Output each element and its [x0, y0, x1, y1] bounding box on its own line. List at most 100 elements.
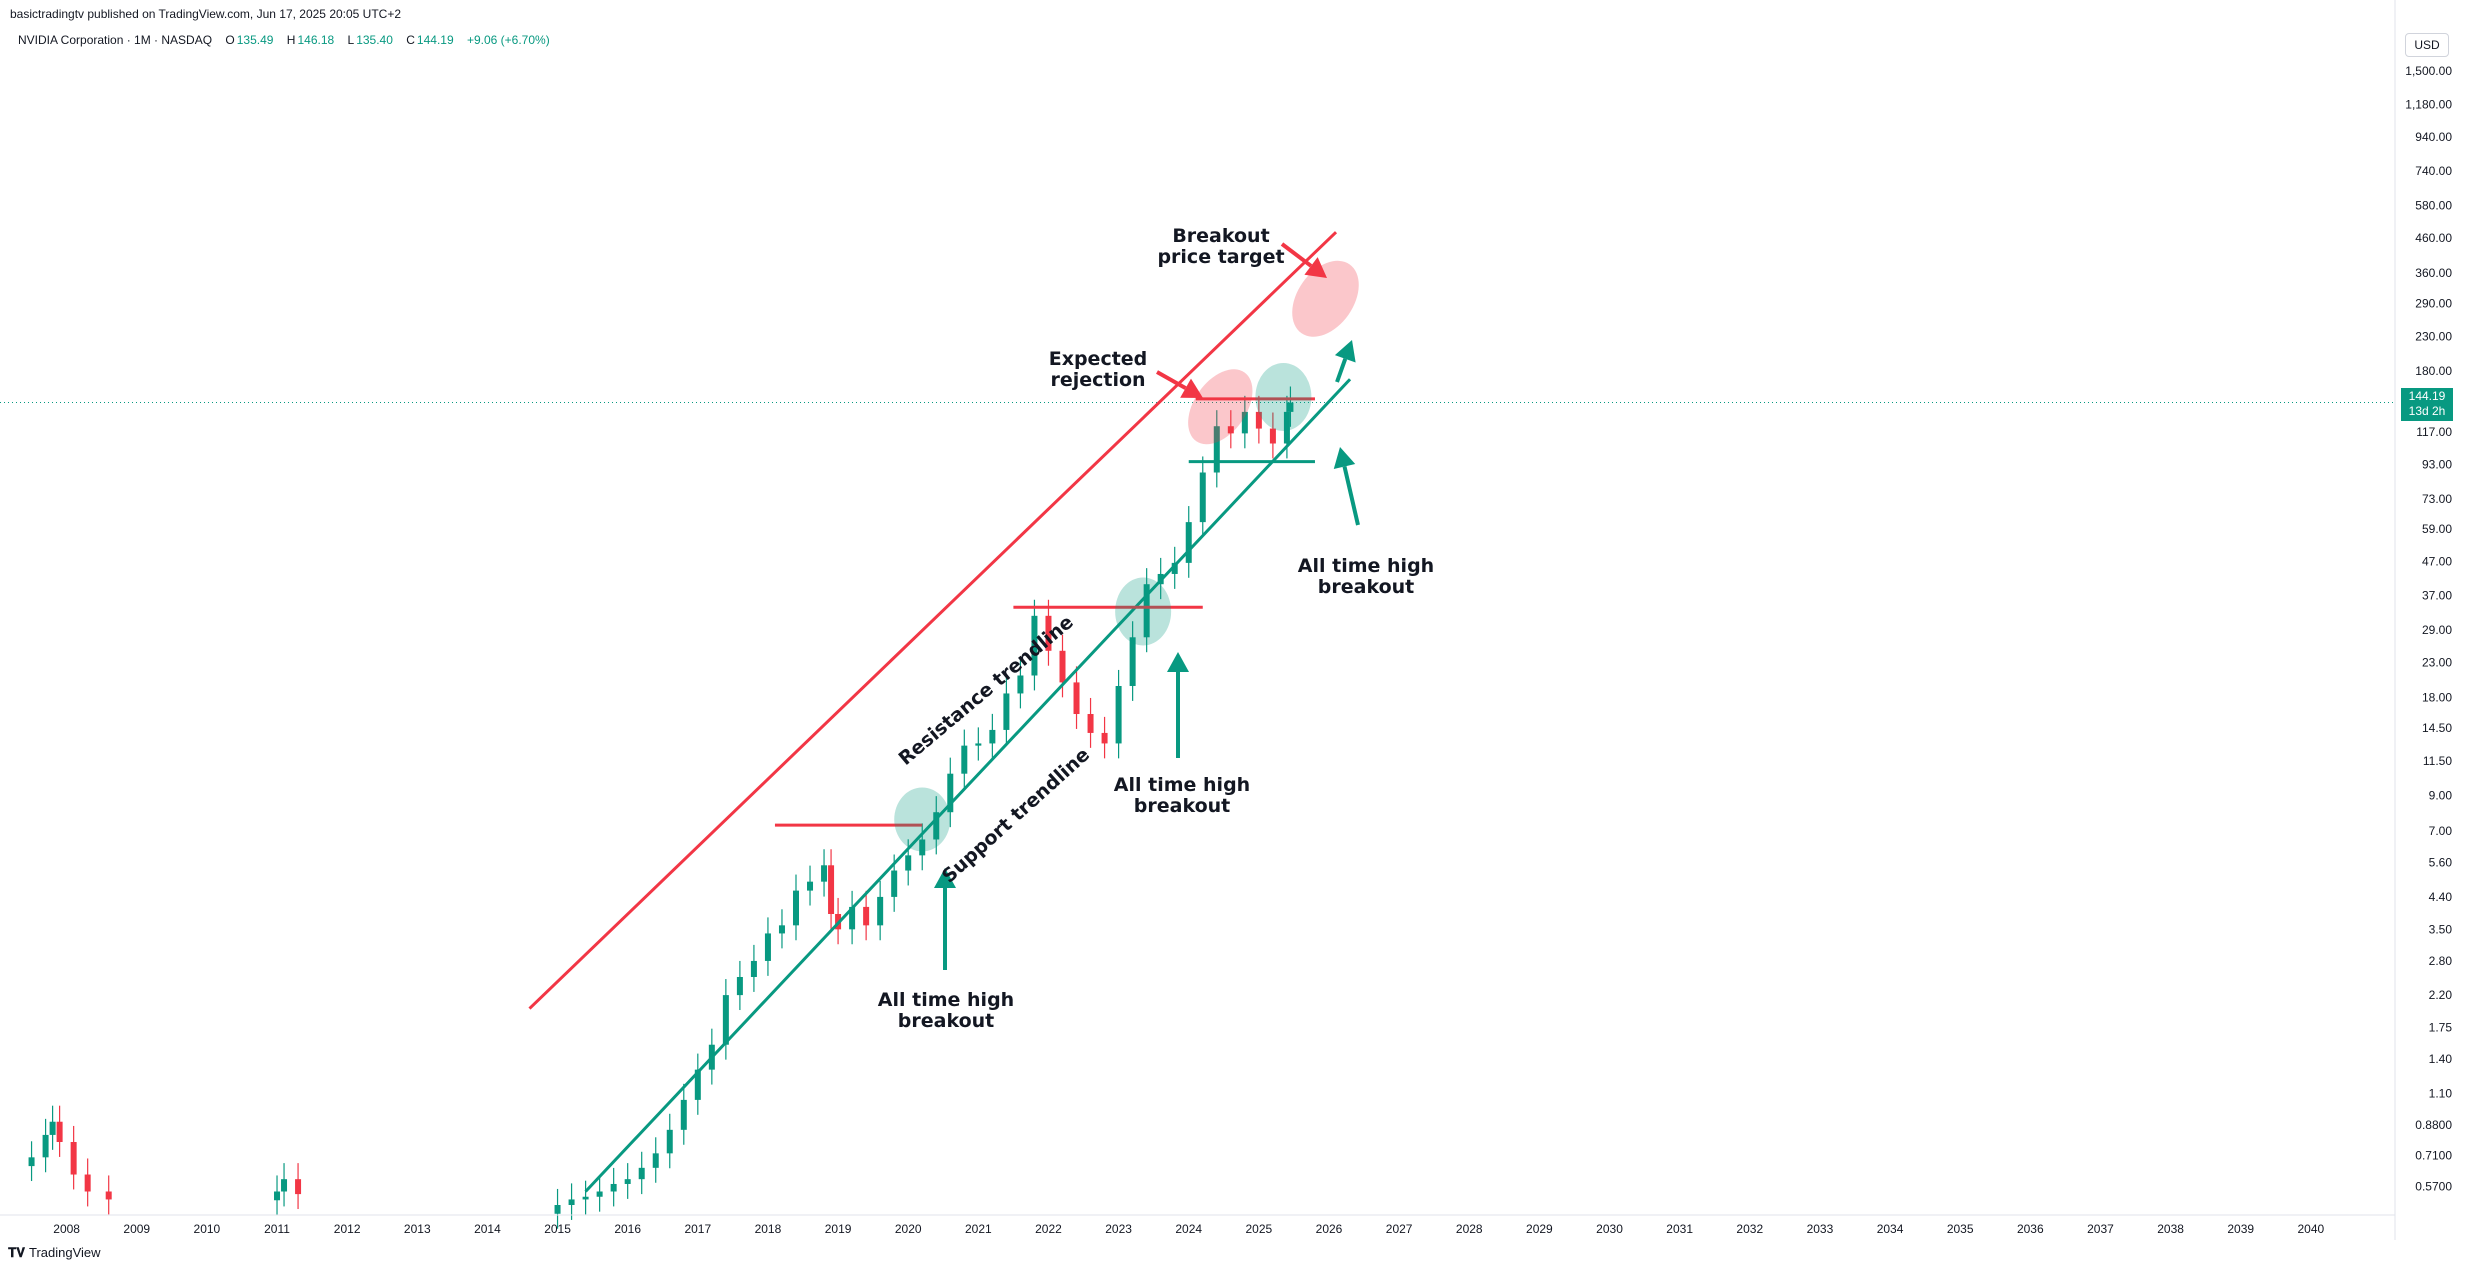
target-highlight	[1292, 260, 1359, 337]
drawings-layer	[528, 231, 1360, 1193]
expected-rejection-annotation-line: Expected	[1049, 348, 1148, 370]
candle-body	[778, 925, 785, 934]
x-tick-label: 2039	[2227, 1222, 2254, 1236]
x-tick-label: 2034	[1877, 1222, 1904, 1236]
x-tick-label: 2036	[2017, 1222, 2044, 1236]
x-tick-label: 2038	[2157, 1222, 2184, 1236]
symbol-name[interactable]: NVIDIA Corporation · 1M · NASDAQ	[18, 33, 213, 47]
candle-body	[1199, 472, 1206, 523]
y-tick-label: 4.40	[2429, 890, 2453, 904]
x-tick-label: 2024	[1175, 1222, 1202, 1236]
breakout-arrow-3-head	[1333, 447, 1356, 469]
close-value: 144.19	[416, 33, 454, 47]
candle-body	[1017, 675, 1024, 694]
breakout-annotation-3-line: breakout	[1318, 576, 1414, 598]
expected-rejection-annotation: Expected rejection	[1049, 348, 1148, 391]
candle-body	[1287, 402, 1294, 412]
last-price-value: 144.19	[2408, 388, 2446, 403]
target-pointer-arrow-shaft	[1280, 242, 1313, 268]
candle-body	[750, 960, 757, 977]
breakout-annotation-1-line: All time high	[878, 989, 1014, 1011]
breakout-annotation-1: All time high breakout	[878, 989, 1014, 1032]
y-tick-label: 1.40	[2429, 1052, 2453, 1066]
candle-body	[554, 1205, 561, 1214]
x-tick-label: 2015	[544, 1222, 571, 1236]
currency-selector[interactable]: USD	[2405, 33, 2449, 57]
open-label: O	[225, 33, 235, 47]
x-tick-label: 2030	[1596, 1222, 1623, 1236]
support-trendline	[584, 378, 1352, 1193]
candle-body	[989, 729, 996, 744]
candle-body	[1143, 584, 1150, 638]
y-tick-label: 360.00	[2415, 266, 2452, 280]
candle-body	[1171, 562, 1178, 574]
x-tick-label: 2032	[1736, 1222, 1763, 1236]
candle-body	[919, 839, 926, 856]
y-tick-label: 47.00	[2422, 554, 2452, 568]
open-value: 135.49	[236, 33, 274, 47]
candle-body	[722, 995, 729, 1045]
candle-body	[694, 1069, 701, 1100]
candle-body	[1129, 637, 1136, 686]
y-tick-label: 180.00	[2415, 364, 2452, 378]
candle-body	[1269, 428, 1276, 444]
target-pointer-arrow-head	[1304, 257, 1327, 278]
x-tick-label: 2025	[1246, 1222, 1273, 1236]
high-value: 146.18	[297, 33, 335, 47]
y-tick-label: 3.50	[2429, 922, 2453, 936]
candle-body	[1101, 732, 1108, 744]
candle-body	[1031, 615, 1038, 676]
symbol-legend: NVIDIA Corporation · 1M · NASDAQ O 135.49…	[18, 33, 550, 47]
y-tick-label: 117.00	[2416, 425, 2452, 439]
candle-body	[84, 1174, 91, 1192]
x-tick-label: 2027	[1386, 1222, 1413, 1236]
x-tick-label: 2021	[965, 1222, 992, 1236]
candle-body	[274, 1191, 281, 1201]
y-tick-label: 14.50	[2422, 721, 2452, 735]
x-tick-label: 2018	[755, 1222, 782, 1236]
candle-body	[849, 906, 856, 930]
x-tick-label: 2026	[1316, 1222, 1343, 1236]
price-target-annotation-line: Breakout	[1172, 225, 1269, 247]
x-tick-label: 2011	[264, 1222, 290, 1236]
candle-body	[1213, 426, 1220, 473]
rejection-arrow-shaft	[1156, 370, 1187, 390]
published-caption: basictradingtv published on TradingView.…	[10, 7, 402, 21]
price-target-annotation: Breakout price target	[1157, 225, 1284, 268]
x-tick-label: 2012	[334, 1222, 361, 1236]
candle-body	[961, 745, 968, 774]
x-tick-label: 2009	[123, 1222, 150, 1236]
target-arrow	[1334, 340, 1356, 383]
y-tick-label: 59.00	[2422, 522, 2452, 536]
candle-body	[821, 865, 828, 882]
candles-layer	[28, 386, 1294, 1229]
candle-body	[42, 1134, 49, 1158]
high-label: H	[286, 33, 296, 47]
breakout-arrow-3	[1333, 447, 1360, 526]
candle-body	[596, 1191, 603, 1197]
target-pointer-arrow	[1280, 242, 1327, 278]
breakout-annotation-1-line: breakout	[898, 1010, 994, 1032]
y-tick-label: 5.60	[2429, 856, 2453, 870]
breakout-arrow-2	[1167, 652, 1189, 758]
y-tick-label: 740.00	[2415, 164, 2452, 178]
last-price-tag: 144.19 13d 2h	[2401, 387, 2453, 421]
support-trendline-label: Support trendline	[938, 744, 1094, 888]
breakout-annotation-3: All time high breakout	[1298, 555, 1434, 598]
y-tick-label: 37.00	[2422, 588, 2452, 602]
target-arrow-shaft	[1335, 358, 1348, 383]
candle-body	[764, 933, 771, 961]
breakout-arrow-1-head	[934, 868, 956, 888]
candle-body	[624, 1179, 631, 1184]
candle-body	[877, 896, 884, 926]
candle-body	[1255, 411, 1262, 429]
candle-body	[1087, 714, 1094, 733]
x-tick-label: 2013	[404, 1222, 431, 1236]
candle-body	[666, 1129, 673, 1154]
x-tick-label: 2014	[474, 1222, 501, 1236]
tradingview-logo[interactable]: 𝐓𝐕 TradingView	[8, 1245, 101, 1261]
candle-body	[638, 1167, 645, 1180]
x-tick-label: 2029	[1526, 1222, 1553, 1236]
candle-body	[1241, 411, 1248, 434]
